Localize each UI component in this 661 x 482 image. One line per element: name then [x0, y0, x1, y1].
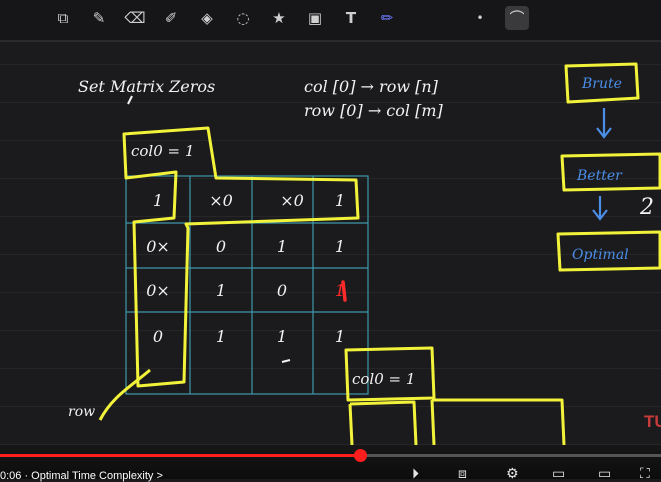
note-line-1: col [0] → row [n] [304, 77, 439, 96]
cell-0-0: 1 [153, 191, 163, 210]
col0-label-2: col0 = 1 [352, 370, 415, 388]
cell-3-0: 0 [153, 327, 163, 346]
board-title: Set Matrix Zeros [78, 77, 215, 96]
bottom-box-right [432, 398, 566, 445]
ink-layer: Set Matrix Zeros col [0] → row [n] row [… [68, 62, 661, 445]
cell-3-3: 1 [335, 327, 345, 346]
flow-box-better [560, 152, 661, 192]
flow-box-optimal [556, 230, 661, 272]
subtitles-icon[interactable]: ⧈ [458, 466, 467, 482]
arrow-down-1 [596, 108, 612, 139]
settings-gear-icon[interactable]: ⚙ [506, 466, 519, 482]
color-dot-icon[interactable]: • [476, 11, 484, 25]
flow-box-brute [564, 62, 640, 104]
cell-strikes [127, 95, 291, 363]
arrow-down-2 [592, 196, 608, 221]
lasso-icon[interactable]: ◌ [236, 9, 250, 27]
cell-1-3: 1 [335, 237, 345, 256]
cell-0-2: ×0 [280, 191, 304, 210]
stroke-width-icon[interactable]: ⌒ [505, 6, 529, 30]
eraser-icon[interactable]: ⌫ [124, 9, 146, 27]
cell-2-3: 1 [335, 281, 345, 300]
autoplay-toggle-icon[interactable]: ⏵ [412, 466, 419, 482]
highlighter-icon[interactable]: ✐ [164, 9, 178, 27]
cell-0-3: 1 [335, 191, 345, 210]
sticker-icon[interactable]: ★ [272, 9, 286, 27]
drawing-toolbar: ⧉ ✎ ⌫ ✐ ◈ ◌ ★ ▣ T ✏ • ⌒ [0, 0, 661, 40]
col0-highlight-outline [122, 126, 360, 388]
bottom-box-left [349, 400, 418, 445]
cell-2-1: 1 [216, 281, 226, 300]
lasso-select-icon[interactable]: ⧉ [57, 9, 69, 27]
chapter-time-label[interactable]: 0:06 · Optimal Time Complexity > [0, 470, 163, 482]
miniplayer-icon[interactable]: ▭ [552, 466, 566, 482]
shapes-icon[interactable]: ◈ [201, 9, 213, 27]
col0-label: col0 = 1 [131, 142, 194, 160]
cell-2-2: 0 [277, 281, 287, 300]
whiteboard-canvas[interactable]: Set Matrix Zeros col [0] → row [n] row [… [0, 42, 661, 445]
flow-arrows [592, 108, 612, 221]
video-player-controls [0, 445, 661, 479]
yellow-highlights [98, 62, 661, 445]
cell-0-1: ×0 [209, 191, 233, 210]
progress-scrubber[interactable] [354, 449, 368, 462]
matrix-values: 1 ×0 ×0 1 0× 0 1 1 0× 1 0 1 0 1 1 1 [146, 191, 345, 346]
col0-box-2 [344, 346, 436, 402]
row-pointer-line [98, 368, 151, 421]
channel-watermark: TU [644, 412, 661, 431]
cell-1-0: 0× [146, 237, 170, 256]
text-icon[interactable]: T [345, 9, 357, 27]
progress-bar[interactable] [0, 449, 661, 462]
progress-fill [0, 454, 361, 457]
pen-icon[interactable]: ✎ [92, 9, 106, 27]
color-pen-icon[interactable]: ✏ [380, 9, 394, 27]
side-number: 2 [639, 195, 654, 220]
cell-3-2: 1 [277, 327, 287, 346]
note-line-2: row [0] → col [m] [304, 101, 444, 120]
cell-3-1: 1 [216, 327, 226, 346]
cell-1-2: 1 [277, 237, 287, 256]
flow-brute: Brute [581, 76, 622, 92]
image-icon[interactable]: ▣ [307, 9, 323, 27]
row-label: row [68, 404, 95, 420]
flow-optimal: Optimal [572, 247, 629, 263]
cell-2-0: 0× [146, 281, 170, 300]
cell-1-1: 0 [216, 237, 226, 256]
fullscreen-icon[interactable]: ⛶ [640, 466, 650, 482]
flow-better: Better [576, 168, 623, 184]
toolbar-divider [0, 40, 661, 42]
red-mark [341, 280, 347, 302]
theater-mode-icon[interactable]: ▭ [598, 466, 612, 482]
